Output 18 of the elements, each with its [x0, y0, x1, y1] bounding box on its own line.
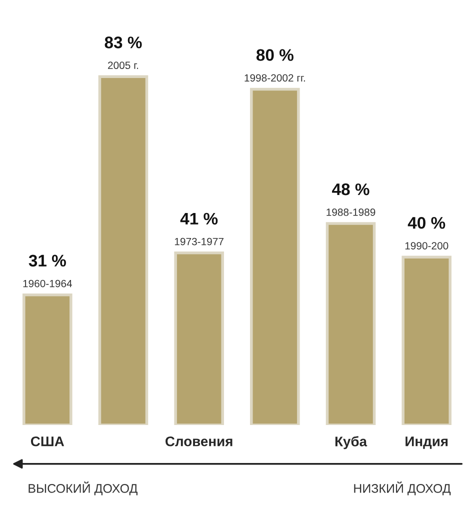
bar: [402, 256, 452, 425]
text: НИЗКИЙ ДОХОД: [354, 481, 451, 496]
data-label: 40 % 1990-200: [405, 216, 448, 250]
x-tick-label: США: [30, 436, 64, 446]
data-label: 31 % 1960-1964: [23, 254, 72, 288]
data-label: 41 % 1973-1977: [174, 212, 224, 246]
text: ВЫСОКИЙ ДОХОД: [28, 481, 138, 496]
data-label: 80 % 1998-2002 гг.: [244, 49, 305, 82]
data-label: 83 % 2005 г.: [104, 36, 142, 70]
data-label: 48 % 1988-1989: [326, 183, 376, 216]
bar: [98, 75, 148, 425]
bar: [174, 252, 224, 425]
bar: [250, 88, 300, 425]
x-tick-label: Индия: [406, 436, 448, 449]
x-tick-label: Словения: [166, 436, 232, 446]
x-tick-label: Куба: [335, 436, 368, 450]
bar: [22, 293, 72, 425]
bar: [326, 222, 376, 425]
